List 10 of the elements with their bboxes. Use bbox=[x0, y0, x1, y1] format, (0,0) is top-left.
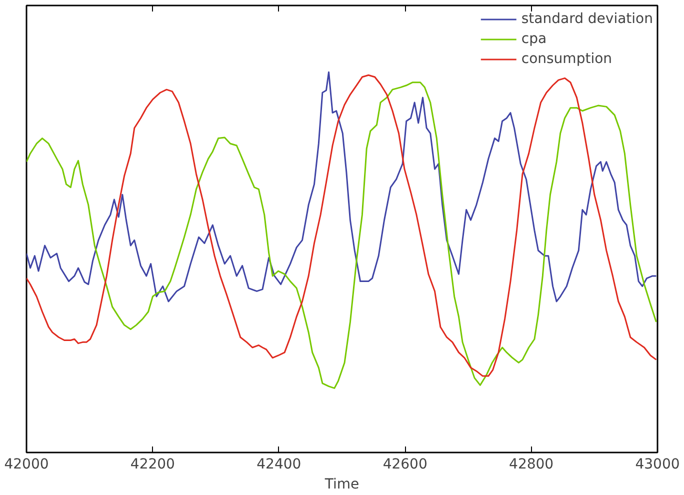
x-tick-label: 42800 bbox=[509, 456, 554, 472]
x-tick-label: 42400 bbox=[256, 456, 302, 472]
legend-label: consumption bbox=[521, 51, 612, 67]
x-axis-title: Time bbox=[324, 476, 360, 492]
x-tick-label: 42200 bbox=[130, 456, 175, 472]
x-tick-label: 42600 bbox=[382, 456, 428, 472]
x-tick-label: 43000 bbox=[635, 456, 680, 472]
legend-label: cpa bbox=[521, 31, 547, 47]
x-tick-label: 42000 bbox=[4, 456, 49, 472]
legend-label: standard deviation bbox=[521, 11, 653, 27]
